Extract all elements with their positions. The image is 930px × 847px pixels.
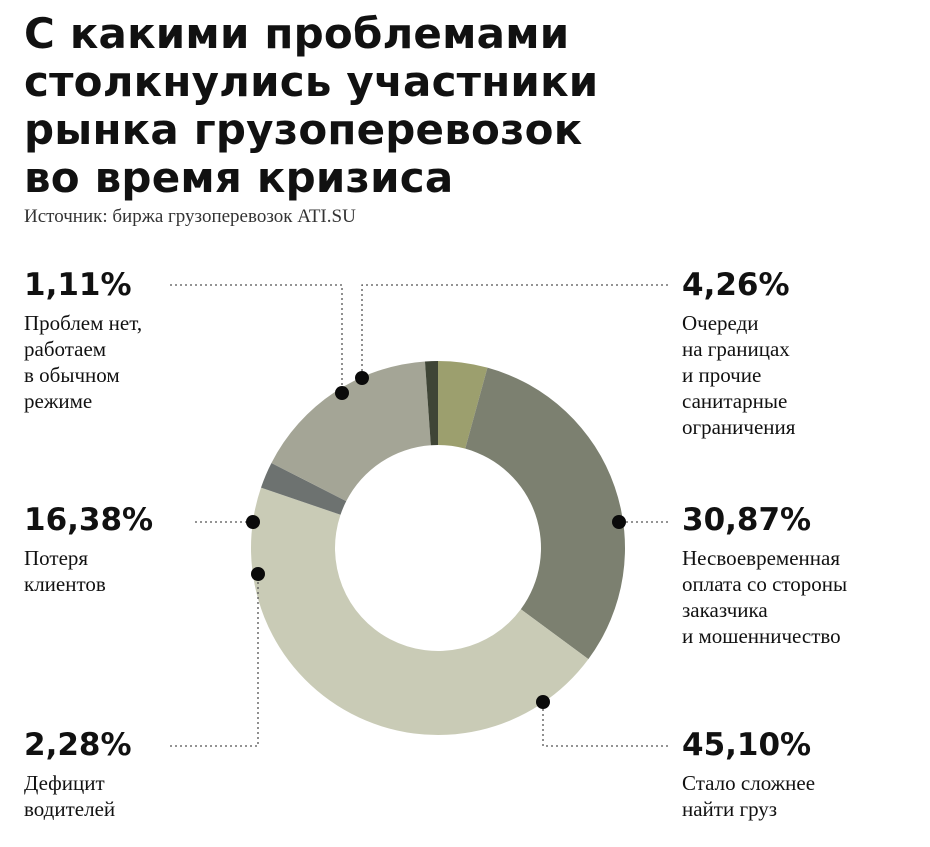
label-clients: 16,38% Потеря клиентов [24,503,153,597]
slice-clients [271,361,431,502]
chart-title: С какими проблемами столкнулись участник… [24,9,599,202]
category-label: Несвоевременная оплата со стороны заказч… [682,546,848,648]
leader-dot-queues [355,371,369,385]
slice-late_pay [465,367,625,660]
leader-dot-cargo [536,695,550,709]
slices-layer [250,361,625,736]
value-label: 16,38% [24,502,154,538]
value-label: 30,87% [682,502,812,538]
label-queues: 4,26% Очереди на границах и прочие санит… [682,268,795,440]
chart-source: Источник: биржа грузоперевозок ATI.SU [24,206,356,227]
leader-line-none [170,284,343,393]
category-label: Потеря клиентов [24,546,106,596]
leader-line-cargo [542,702,668,747]
slice-cargo [250,487,589,736]
leader-line-queues [361,284,668,378]
leader-dot-clients [246,515,260,529]
label-late-pay: 30,87% Несвоевременная оплата со стороны… [682,503,847,649]
category-label: Дефицит водителей [24,771,116,821]
slice-queues [438,361,488,449]
value-label: 2,28% [24,727,132,763]
slice-drivers [261,462,347,515]
leader-dot-late_pay [612,515,626,529]
value-label: 45,10% [682,727,812,763]
value-label: 1,11% [24,267,132,303]
category-label: Проблем нет, работаем в обычном режиме [24,311,143,413]
slice-none [424,361,438,446]
category-label: Очереди на границах и прочие санитарные … [682,311,796,439]
label-cargo: 45,10% Стало сложнее найти груз [682,728,815,822]
label-none: 1,11% Проблем нет, работаем в обычном ре… [24,268,142,414]
value-label: 4,26% [682,267,790,303]
leaders-layer [170,284,668,747]
leader-dot-drivers [251,567,265,581]
category-label: Стало сложнее найти груз [682,771,816,821]
leader-dot-none [335,386,349,400]
label-drivers: 2,28% Дефицит водителей [24,728,132,822]
leader-line-drivers [170,574,259,747]
